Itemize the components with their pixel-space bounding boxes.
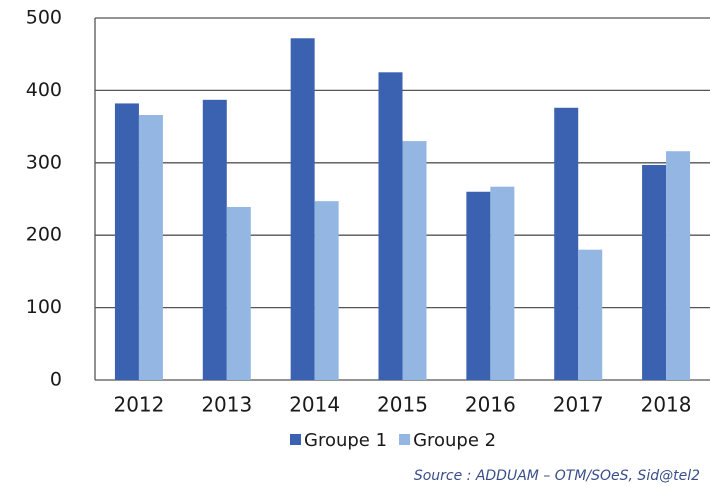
legend-swatch (290, 434, 301, 445)
y-tick-label: 300 (26, 151, 62, 173)
bar (378, 72, 403, 381)
x-tick-label: 2013 (201, 393, 252, 417)
x-tick-label: 2015 (377, 393, 428, 417)
bar (202, 99, 227, 380)
bar (226, 206, 251, 380)
bar (642, 164, 667, 380)
bar (138, 115, 163, 381)
x-tick-label: 2017 (553, 393, 604, 417)
source: Source : ADDUAM – OTM/SOeS, Sid@tel2 (414, 468, 700, 484)
y-tick-label: 500 (26, 7, 62, 29)
bar (554, 107, 579, 380)
y-tick-label: 200 (26, 224, 62, 246)
x-tick-label: 2012 (113, 393, 164, 417)
bar (314, 201, 339, 380)
bar (578, 249, 603, 380)
legend-swatch (399, 434, 411, 445)
y-tick-label: 400 (26, 79, 62, 101)
legend-label: Groupe 2 (413, 430, 496, 451)
y-tick-label: 0 (50, 369, 62, 391)
bar (490, 186, 515, 380)
bar (666, 151, 691, 380)
x-tick-label: 2016 (465, 393, 516, 417)
bar (402, 141, 427, 380)
bar (466, 191, 491, 380)
y-tick-label: 100 (26, 296, 62, 318)
legend-label: Groupe 1 (304, 430, 387, 451)
x-tick-label: 2014 (289, 393, 340, 417)
bar (114, 103, 139, 380)
x-tick-label: 2018 (641, 393, 692, 417)
bar (290, 38, 315, 380)
